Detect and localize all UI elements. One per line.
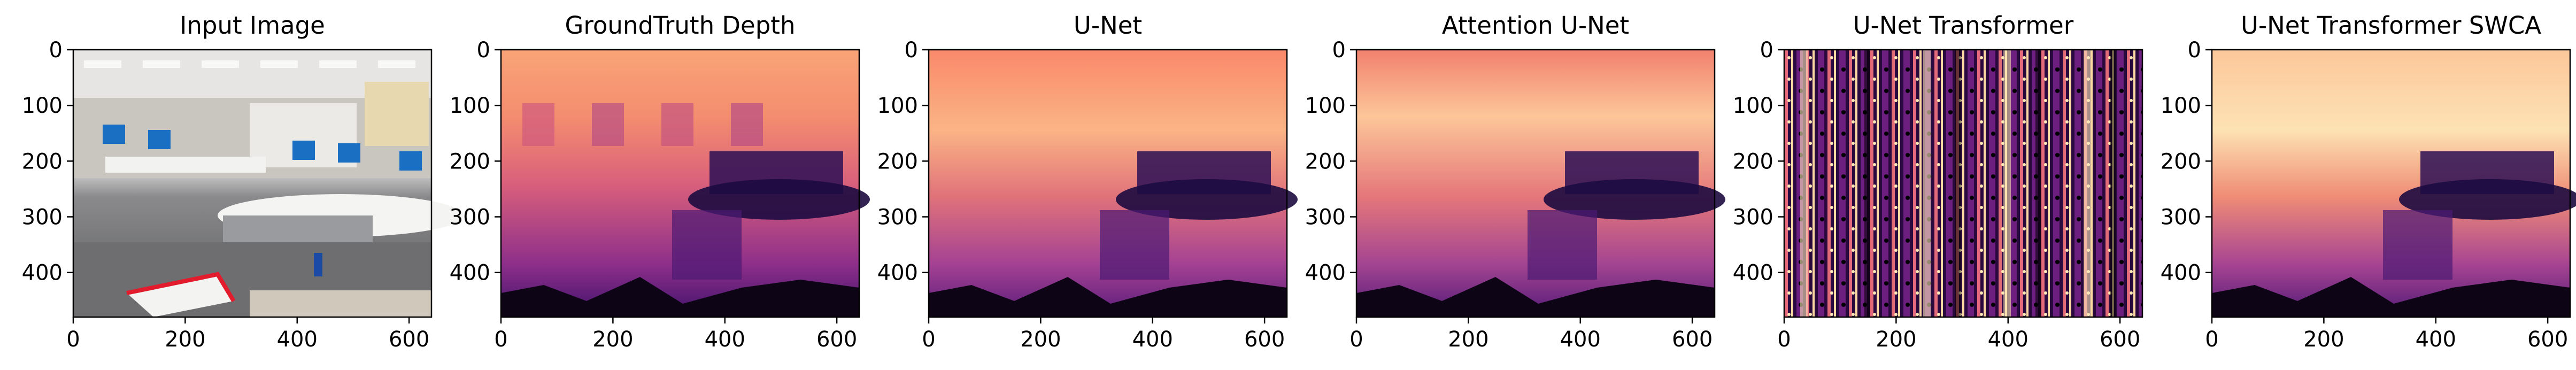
y-tick-label: 400 bbox=[1305, 261, 1346, 286]
axes-frame bbox=[1783, 49, 2143, 318]
y-tick-label: 0 bbox=[477, 38, 490, 63]
panel-title: Input Image bbox=[180, 11, 325, 40]
panel-title: U-Net Transformer SWCA bbox=[2241, 11, 2541, 40]
x-tick-label: 200 bbox=[1020, 327, 1061, 352]
y-tick-label: 400 bbox=[1733, 261, 1773, 286]
x-tick-label: 400 bbox=[1988, 327, 2029, 352]
x-tick-label: 0 bbox=[66, 327, 80, 352]
y-tick-label: 0 bbox=[1332, 38, 1346, 63]
x-tick-label: 200 bbox=[592, 327, 633, 352]
panel-title: GroundTruth Depth bbox=[565, 11, 796, 40]
panel-title: U-Net Transformer bbox=[1853, 11, 2074, 40]
y-tick-label: 200 bbox=[1305, 149, 1346, 174]
y-tick-label: 200 bbox=[877, 149, 918, 174]
x-tick-label: 0 bbox=[1349, 327, 1363, 352]
axes-frame bbox=[2211, 49, 2571, 318]
y-tick-label: 0 bbox=[1760, 38, 1773, 63]
panel-3: U-Net 0 200 400 600 0 100 200 300 400 bbox=[877, 11, 1298, 352]
x-tick-label: 600 bbox=[389, 327, 429, 352]
panel-6: U-Net Transformer SWCA 0 200 400 600 0 100 200 3… bbox=[2161, 11, 2576, 352]
depth-map-image bbox=[929, 50, 1298, 317]
y-tick-label: 100 bbox=[22, 94, 63, 118]
y-tick-label: 300 bbox=[22, 205, 63, 230]
depth-map-image bbox=[2212, 50, 2576, 317]
y-tick-label: 0 bbox=[905, 38, 918, 63]
axes-frame bbox=[928, 49, 1288, 318]
y-tick-label: 300 bbox=[1733, 205, 1773, 230]
y-tick-label: 200 bbox=[2161, 149, 2201, 174]
panel-4: Attention U-Net 0 200 400 600 0 100 200 300 400 bbox=[1305, 11, 1725, 352]
y-tick-label: 200 bbox=[22, 149, 63, 174]
x-tick-label: 400 bbox=[1132, 327, 1173, 352]
x-tick-label: 600 bbox=[1672, 327, 1713, 352]
depth-map-image bbox=[1784, 50, 2142, 317]
x-tick-label: 0 bbox=[494, 327, 507, 352]
y-tick-label: 200 bbox=[1733, 149, 1773, 174]
y-tick-label: 300 bbox=[450, 205, 490, 230]
y-tick-label: 400 bbox=[450, 261, 490, 286]
x-tick-label: 400 bbox=[705, 327, 745, 352]
panel-5: U-Net Transformer 0 200 400 600 0 100 200 300 400 bbox=[1733, 11, 2143, 352]
input-photo bbox=[73, 50, 464, 317]
axes-frame bbox=[500, 49, 860, 318]
x-tick-label: 200 bbox=[165, 327, 205, 352]
x-tick-label: 0 bbox=[1777, 327, 1791, 352]
y-tick-label: 300 bbox=[1305, 205, 1346, 230]
y-tick-label: 100 bbox=[2161, 94, 2201, 118]
x-tick-label: 600 bbox=[1244, 327, 1285, 352]
x-tick-label: 400 bbox=[1560, 327, 1601, 352]
depth-map-image bbox=[501, 50, 870, 317]
panel-2: GroundTruth Depth 0 200 400 600 0 100 200 300 400 bbox=[450, 11, 870, 352]
axes-frame bbox=[72, 49, 433, 318]
panel-title: U-Net bbox=[1074, 11, 1142, 40]
x-tick-label: 200 bbox=[2303, 327, 2344, 352]
y-tick-label: 400 bbox=[2161, 261, 2201, 286]
y-tick-label: 100 bbox=[877, 94, 918, 118]
y-tick-label: 0 bbox=[49, 38, 63, 63]
x-tick-label: 400 bbox=[2416, 327, 2456, 352]
y-tick-label: 100 bbox=[1733, 94, 1773, 118]
depth-map-image bbox=[1356, 50, 1725, 317]
y-tick-label: 100 bbox=[1305, 94, 1346, 118]
y-tick-label: 300 bbox=[877, 205, 918, 230]
y-tick-label: 400 bbox=[877, 261, 918, 286]
x-tick-label: 0 bbox=[922, 327, 935, 352]
x-tick-label: 200 bbox=[1448, 327, 1488, 352]
x-tick-label: 600 bbox=[2527, 327, 2568, 352]
x-tick-label: 400 bbox=[277, 327, 318, 352]
y-tick-label: 100 bbox=[450, 94, 490, 118]
x-tick-label: 600 bbox=[2100, 327, 2140, 352]
y-tick-label: 400 bbox=[22, 261, 63, 286]
x-tick-label: 600 bbox=[816, 327, 857, 352]
x-tick-label: 0 bbox=[2205, 327, 2218, 352]
axes-frame bbox=[1355, 49, 1716, 318]
panel-1: Input Image 0 200 400 600 0 100 200 300 400 bbox=[22, 11, 464, 352]
x-tick-label: 200 bbox=[1876, 327, 1916, 352]
y-tick-label: 300 bbox=[2161, 205, 2201, 230]
y-tick-label: 200 bbox=[450, 149, 490, 174]
y-tick-label: 0 bbox=[2188, 38, 2201, 63]
panel-title: Attention U-Net bbox=[1442, 11, 1629, 40]
